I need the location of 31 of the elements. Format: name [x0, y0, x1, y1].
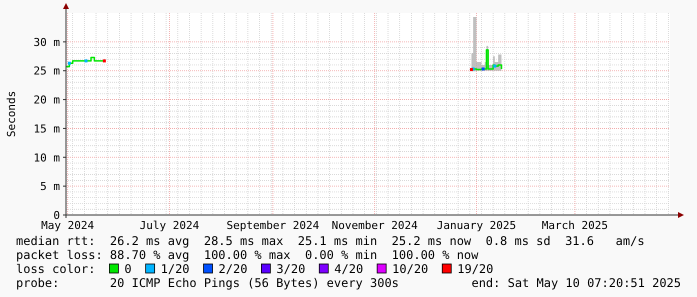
text: end: Sat May 10 07:20:51 2025 [471, 276, 681, 290]
legend-label: 3/20 [276, 262, 306, 276]
legend-label: 1/20 [160, 262, 190, 276]
point [84, 59, 88, 62]
point [482, 67, 485, 70]
x-tick-label: November 2024 [332, 219, 418, 232]
legend-label: 10/20 [392, 262, 428, 276]
legend-label: 4/20 [334, 262, 364, 276]
x-tick-label: September 2024 [226, 219, 320, 232]
text: packet loss: 88.70 % avg 100.00 % max 0.00 % min 100.00 % now [16, 248, 480, 262]
y-tick-label: 0 [53, 209, 60, 222]
text: probe: 20 ICMP Echo Pings (56 Bytes) every 300s [16, 276, 399, 290]
point [102, 59, 106, 62]
x-tick-label: January 2025 [436, 219, 516, 232]
legend-label: 0 [124, 262, 132, 276]
legend-label: 19/20 [457, 262, 494, 276]
y-tick-label: 5 m [40, 180, 60, 194]
point [68, 62, 71, 65]
text: median rtt: 26.2 ms avg 28.5 ms max 25.1 ms min 25.2 ms now 0.8 ms sd 31.6 am/s [16, 234, 645, 248]
y-tick-label: 25 m [34, 64, 60, 78]
x-tick-label: March 2025 [542, 219, 608, 232]
point [493, 64, 496, 68]
x-tick-label: July 2024 [140, 219, 200, 232]
y-tick-label: 20 m [34, 94, 60, 107]
y-tick-label: 10 m [34, 151, 60, 164]
y-tick-label: 30 m [34, 36, 60, 49]
legend-title: loss color: [16, 262, 96, 276]
x-tick-label: May 2024 [41, 219, 95, 232]
legend-label: 2/20 [218, 262, 248, 276]
y-axis-title: Seconds [5, 90, 18, 138]
y-tick-label: 15 m [34, 122, 60, 136]
